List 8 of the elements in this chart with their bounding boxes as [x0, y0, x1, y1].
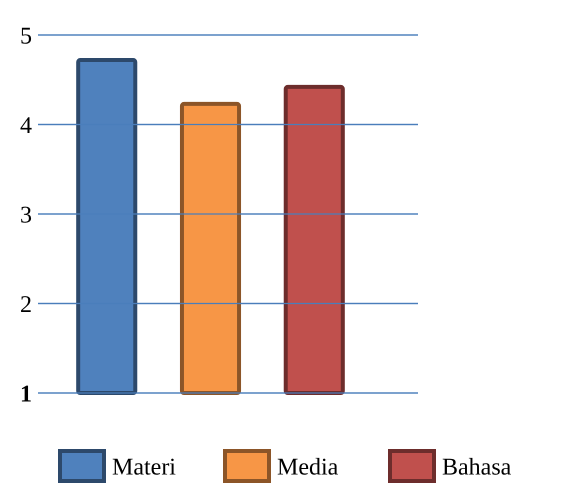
y-tick-label: 5 — [20, 23, 32, 50]
legend-label: Materi — [112, 454, 176, 480]
y-tick-label: 1 — [20, 381, 32, 408]
y-tick-label: 4 — [20, 112, 32, 139]
legend-label: Bahasa — [442, 454, 512, 480]
y-tick-label: 3 — [20, 202, 32, 228]
y-tick-label: 2 — [20, 292, 32, 318]
legend-label: Media — [277, 454, 339, 480]
